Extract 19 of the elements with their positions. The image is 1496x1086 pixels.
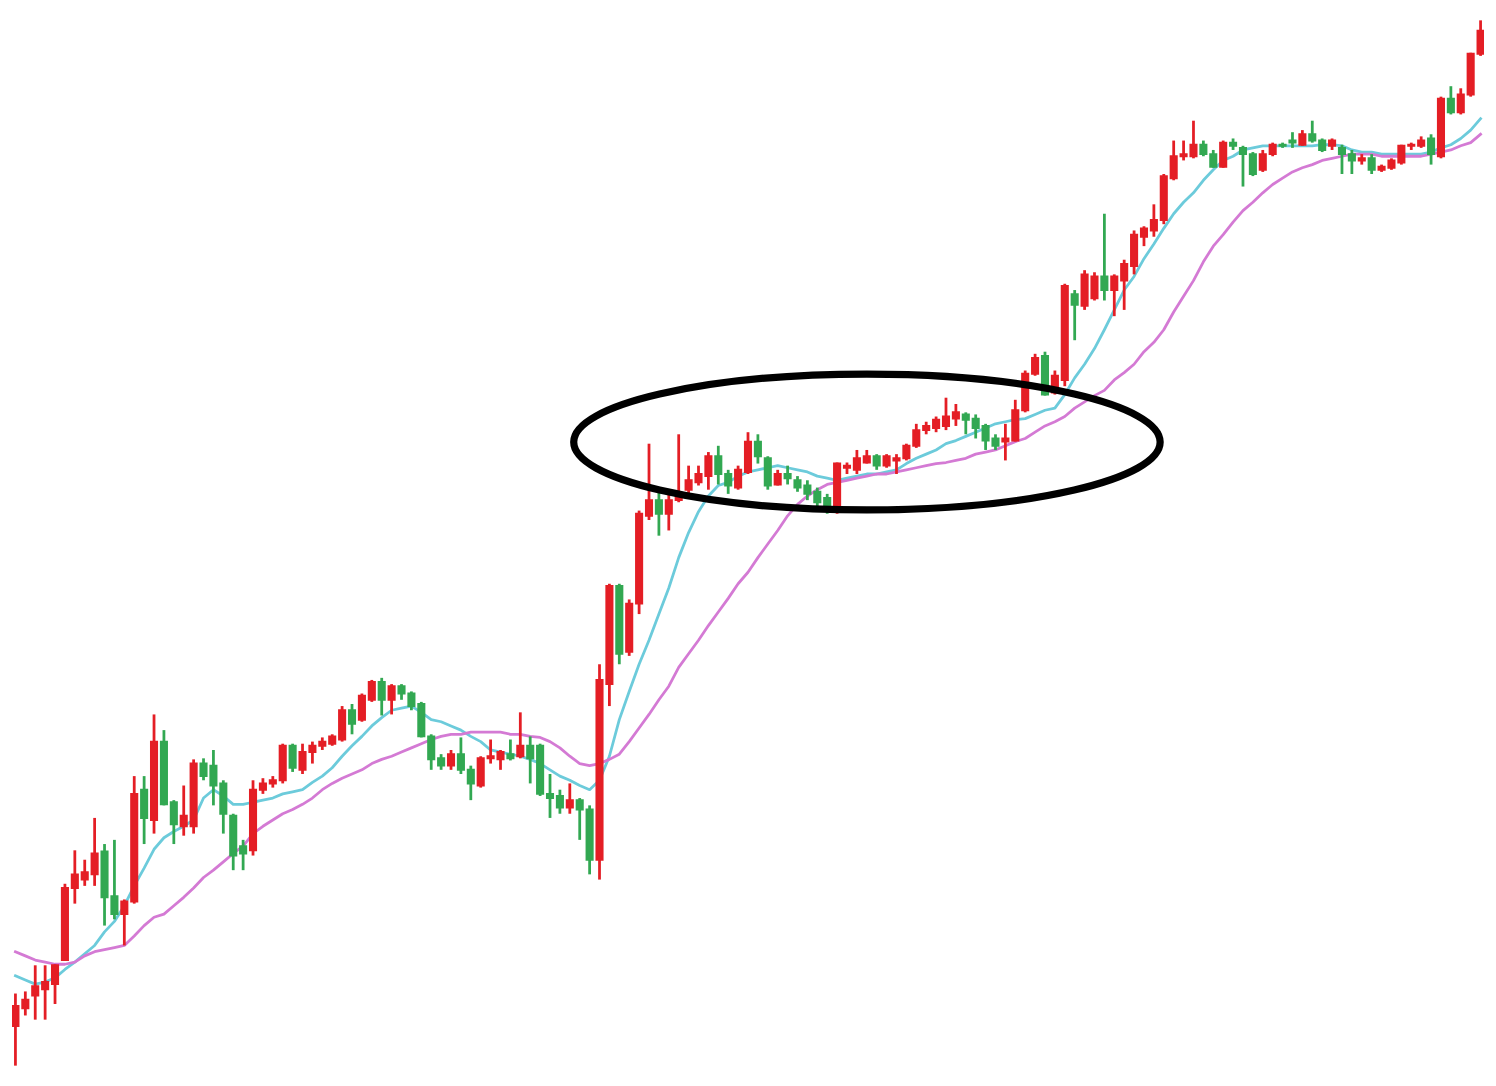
candlestick [565, 782, 574, 816]
candlestick [1070, 288, 1079, 342]
candlestick [1446, 84, 1455, 116]
candlestick [1219, 139, 1228, 170]
candlestick [516, 710, 525, 760]
candlestick [288, 742, 297, 774]
candlestick [387, 682, 396, 716]
candlestick [140, 774, 149, 846]
candlestick [1100, 212, 1109, 302]
candlestick [446, 748, 456, 772]
candlestick [1427, 132, 1436, 166]
candlestick [377, 676, 386, 717]
candlestick [347, 702, 357, 736]
candlestick [753, 432, 762, 465]
candlestick [783, 464, 792, 486]
candlestick [506, 738, 515, 762]
candlestick [1367, 152, 1376, 176]
candlestick [654, 488, 663, 538]
candlestick [763, 454, 772, 492]
